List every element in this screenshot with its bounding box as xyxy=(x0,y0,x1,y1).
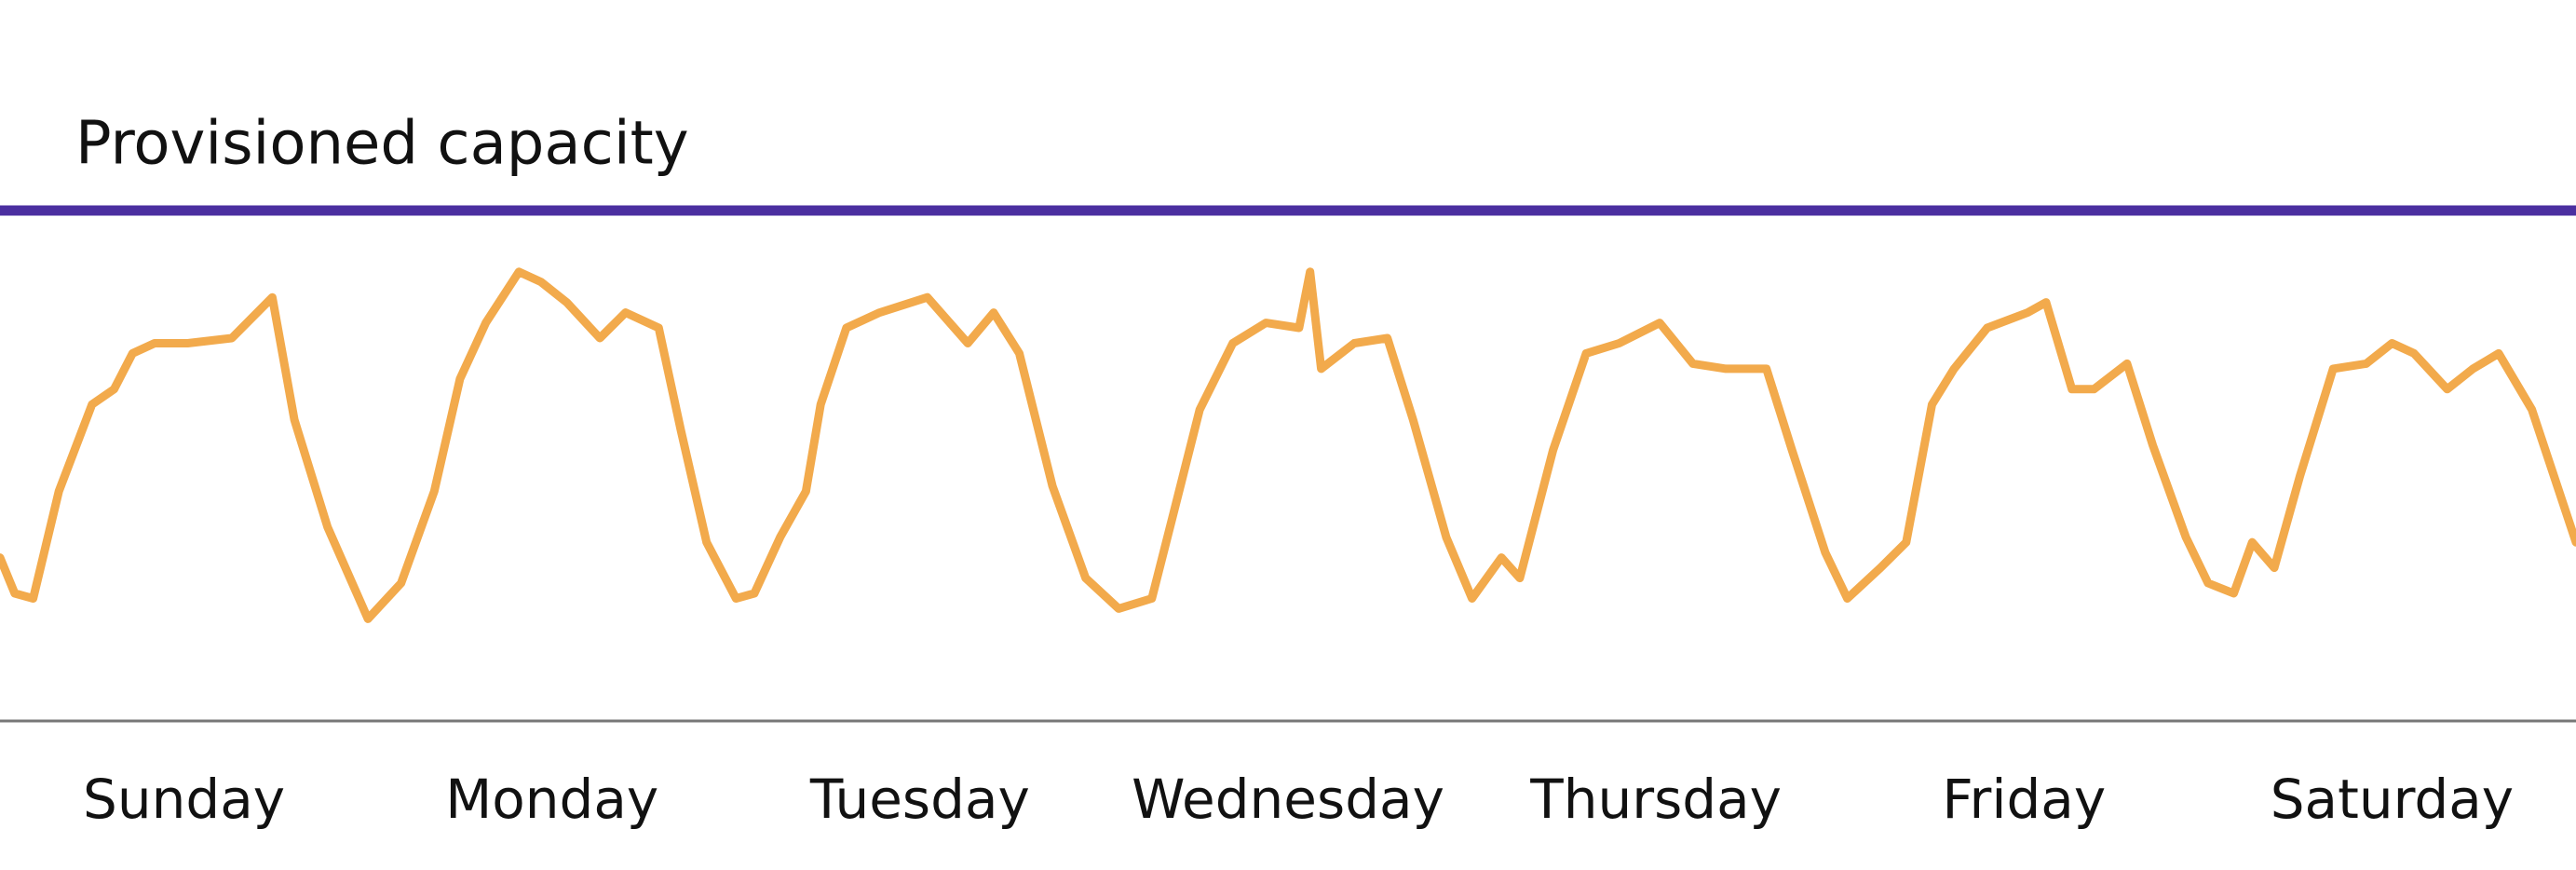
threshold-label: Provisioned capacity xyxy=(75,110,689,179)
x-tick-label: Sunday xyxy=(83,768,285,831)
x-tick-label: Saturday xyxy=(2271,768,2514,831)
x-tick-label: Thursday xyxy=(1529,768,1782,831)
x-tick-label: Friday xyxy=(1942,768,2106,831)
demand-line xyxy=(0,267,2576,623)
x-tick-label: Monday xyxy=(445,768,658,831)
x-tick-label: Tuesday xyxy=(809,768,1030,831)
x-tick-label: Wednesday xyxy=(1132,768,1444,831)
